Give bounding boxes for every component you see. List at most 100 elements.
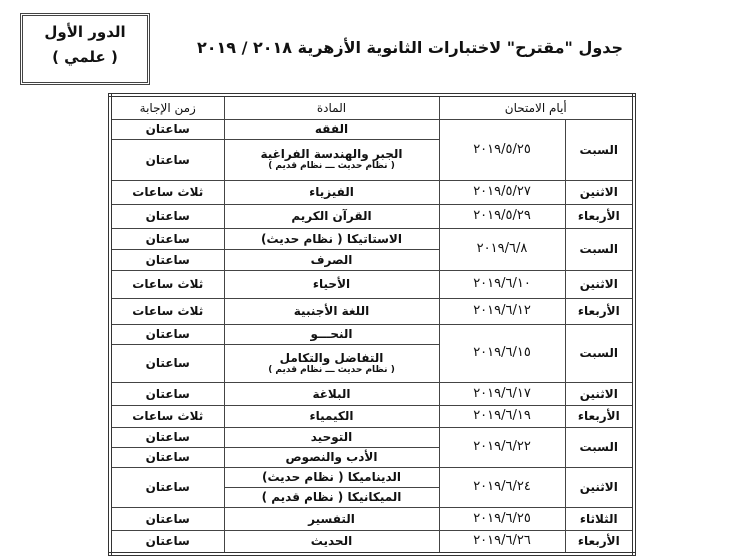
duration-cell: ثلاث ساعات — [109, 179, 225, 205]
subject-name: الميكانيكا ( نظام قديم ) — [261, 490, 402, 504]
header-duration: زمن الإجابة — [109, 94, 225, 120]
table-row: الأربعاء ٢٠١٩/٦/٢٦ الحديث ساعتان — [109, 529, 635, 555]
subject-name: الأدب والنصوص — [285, 450, 378, 464]
subject-name: الديناميكا ( نظام حديث) — [261, 470, 402, 484]
table-row: السبت ٢٠١٩/٦/٢٢ التوحيد ساعتان — [109, 426, 635, 468]
date-cell: ٢٠١٩/٥/٢٩ — [438, 203, 566, 229]
table-row: السبت ٢٠١٩/٦/٨ الاستاتيكا ( نظام حديث) ساعت… — [109, 227, 635, 271]
subject-name: التفسير — [308, 511, 355, 526]
subject-cell: الأحياء — [223, 269, 440, 299]
section-label: ( علمي ) — [52, 48, 118, 66]
subject-note: ( نظام حديث ـــ نظام قديم ) — [268, 161, 395, 171]
subject-cell: التفاضل والتكامل( نظام حديث ـــ نظام قدي… — [223, 343, 440, 383]
table-row: التفاضل والتكامل( نظام حديث ـــ نظام قدي… — [109, 343, 634, 383]
table-row: الأدب والنصوص ساعتان — [109, 446, 634, 468]
subject-cell: الفيزياء — [223, 179, 440, 205]
exam-schedule-table: أيام الامتحان المادة زمن الإجابة السبت ٢٠… — [108, 93, 637, 556]
day-cell: الأربعاء — [564, 404, 635, 428]
duration-cell: ساعتان — [109, 446, 225, 468]
day-cell: الاثنين — [564, 179, 635, 205]
duration-cell: ساعتان — [109, 323, 225, 345]
subject-name: الحديث — [310, 534, 353, 549]
subject-cell: القرآن الكريم — [223, 203, 440, 229]
page-title: جدول "مقترح" لاختبارات الثانوية الأزهرية… — [196, 38, 624, 57]
date-cell: ٢٠١٩/٦/١٠ — [438, 269, 566, 299]
table-row: السبت ٢٠١٩/٥/٢٥ الفقه ساعتان — [109, 118, 635, 181]
day-cell: السبت — [564, 227, 635, 271]
subject-cell: التفسير — [223, 506, 440, 531]
duration-cell: ساعتان — [109, 203, 225, 229]
duration-cell: ساعتان — [109, 118, 225, 140]
duration-cell: ساعتان — [109, 248, 225, 271]
subject-cell: التوحيد — [223, 426, 440, 448]
date-cell: ٢٠١٩/٦/١٩ — [438, 404, 566, 428]
day-cell: الأربعاء — [564, 529, 635, 555]
day-cell: الأربعاء — [564, 297, 635, 325]
subject-name: الفقه — [314, 122, 349, 136]
table-row: الاثنين ٢٠١٩/٦/٢٤ الديناميكا ( نظام حديث) س… — [109, 466, 635, 508]
subject-cell: اللغة الأجنبية — [223, 297, 440, 325]
duration-cell: ساعتان — [109, 343, 225, 383]
subject-name: الأحياء — [312, 277, 351, 291]
subject-cell: الكيمياء — [223, 404, 440, 428]
header-row: أيام الامتحان المادة زمن الإجابة — [109, 94, 635, 120]
table-row: الأربعاء ٢٠١٩/٦/١٢ اللغة الأجنبية ثلاث ساعا… — [109, 297, 635, 325]
subject-cell: الصرف — [223, 248, 440, 271]
duration-cell: ساعتان — [109, 138, 225, 181]
duration-cell: ساعتان — [109, 506, 225, 531]
date-cell: ٢٠١٩/٦/٨ — [438, 227, 566, 271]
day-cell: الاثنين — [564, 466, 635, 508]
table-row: الاثنين ٢٠١٩/٥/٢٧ الفيزياء ثلاث ساعات — [109, 179, 635, 205]
subject-cell: الميكانيكا ( نظام قديم ) — [223, 486, 440, 508]
duration-cell: ثلاث ساعات — [109, 404, 225, 428]
day-cell: الثلاثاء — [564, 506, 635, 531]
table-row: الاثنين ٢٠١٩/٦/١٠ الأحياء ثلاث ساعات — [109, 269, 635, 299]
date-cell: ٢٠١٩/٦/١٢ — [438, 297, 566, 325]
duration-cell: ساعتان — [109, 529, 225, 555]
date-cell: ٢٠١٩/٦/١٥ — [438, 323, 566, 383]
date-cell: ٢٠١٩/٦/١٧ — [438, 381, 566, 406]
subject-name: اللغة الأجنبية — [293, 304, 370, 318]
day-cell: الأربعاء — [564, 203, 635, 229]
subject-cell: البلاغة — [223, 381, 440, 406]
subject-name: الكيمياء — [309, 409, 354, 423]
subject-cell: الفقه — [223, 118, 440, 140]
subject-name: التوحيد — [310, 430, 353, 444]
day-cell: السبت — [564, 426, 635, 468]
duration-cell: ساعتان — [109, 466, 225, 508]
header-subject: المادة — [223, 94, 440, 120]
date-cell: ٢٠١٩/٥/٢٧ — [438, 179, 566, 205]
subject-name: الفيزياء — [309, 185, 354, 199]
table-row: الميكانيكا ( نظام قديم ) — [110, 486, 634, 508]
subject-name: القرآن الكريم — [291, 209, 372, 223]
table-row: الثلاثاء ٢٠١٩/٦/٢٥ التفسير ساعتان — [109, 506, 635, 531]
date-cell: ٢٠١٩/٦/٢٤ — [438, 466, 566, 508]
subject-note: ( نظام حديث ـــ نظام قديم ) — [268, 364, 395, 375]
date-cell: ٢٠١٩/٥/٢٥ — [438, 118, 566, 181]
subject-name: الجبر والهندسة الفراغية — [260, 147, 403, 161]
table-row: الجبر والهندسة الفراغية( نظام حديث ـــ ن… — [109, 138, 634, 181]
subject-name: الصرف — [310, 252, 353, 267]
table-row: الاثنين ٢٠١٩/٦/١٧ البلاغة ساعتان — [109, 381, 635, 406]
day-cell: السبت — [564, 118, 635, 181]
duration-cell: ساعتان — [109, 227, 225, 250]
day-cell: السبت — [564, 323, 635, 383]
subject-cell: الاستاتيكا ( نظام حديث) — [223, 227, 440, 250]
duration-cell: ثلاث ساعات — [109, 269, 225, 299]
duration-cell: ساعتان — [109, 381, 225, 406]
date-cell: ٢٠١٩/٦/٢٥ — [438, 506, 566, 531]
subject-cell: الجبر والهندسة الفراغية( نظام حديث ـــ ن… — [223, 138, 440, 181]
date-cell: ٢٠١٩/٦/٢٢ — [438, 426, 566, 468]
subject-name: البلاغة — [312, 386, 351, 401]
subject-name: النحـــو — [310, 327, 353, 341]
round-label: الدور الأول — [44, 23, 126, 41]
duration-cell: ثلاث ساعات — [109, 297, 225, 325]
table-row: السبت ٢٠١٩/٦/١٥ النحـــو ساعتان — [109, 323, 635, 383]
day-cell: الاثنين — [564, 269, 635, 299]
date-cell: ٢٠١٩/٦/٢٦ — [438, 529, 566, 555]
table-row: الأربعاء ٢٠١٩/٥/٢٩ القرآن الكريم ساعتان — [109, 203, 635, 229]
exam-round-box: الدور الأول ( علمي ) — [20, 13, 150, 85]
subject-cell: الديناميكا ( نظام حديث) — [223, 466, 440, 488]
subject-cell: النحـــو — [223, 323, 440, 345]
subject-cell: الأدب والنصوص — [223, 446, 440, 468]
